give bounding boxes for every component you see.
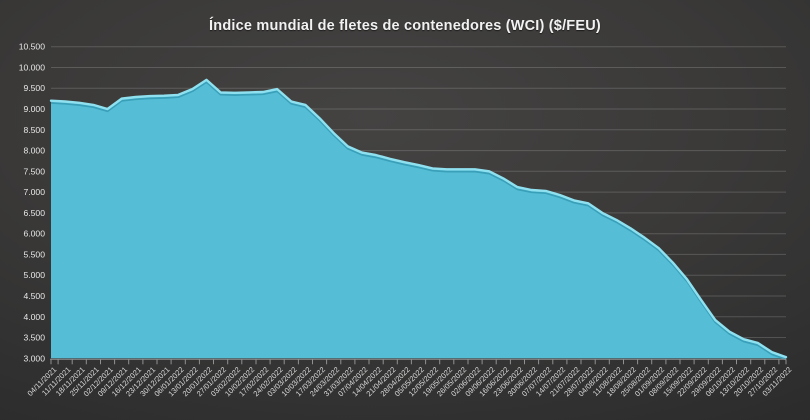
series-edge-shadow xyxy=(50,81,787,361)
y-axis-tick-label: 8.500 xyxy=(23,125,45,135)
y-axis-tick-label: 9.000 xyxy=(23,104,45,114)
y-axis-tick-label: 3.500 xyxy=(23,333,45,343)
series-edge-line xyxy=(49,78,788,359)
wci-area-series xyxy=(51,79,786,359)
y-axis-tick-label: 10.000 xyxy=(19,63,46,73)
y-axis-tick-label: 7.000 xyxy=(23,187,45,197)
y-axis-tick-label: 9.500 xyxy=(23,83,45,93)
chart-title: Índice mundial de fletes de contenedores… xyxy=(209,18,601,34)
y-axis-tick-label: 3.000 xyxy=(23,353,45,363)
y-axis-tick-label: 5.500 xyxy=(23,249,45,259)
y-axis-tick-label: 4.000 xyxy=(23,312,45,322)
y-axis-tick-label: 7.500 xyxy=(23,166,45,176)
y-axis-tick-label: 10.500 xyxy=(19,42,46,52)
y-axis-tick-label: 6.000 xyxy=(23,229,45,239)
y-axis-tick-label: 6.500 xyxy=(23,208,45,218)
y-axis-tick-label: 4.500 xyxy=(23,291,45,301)
y-axis-tick-label: 8.000 xyxy=(23,146,45,156)
y-axis-tick-label: 5.000 xyxy=(23,270,45,280)
